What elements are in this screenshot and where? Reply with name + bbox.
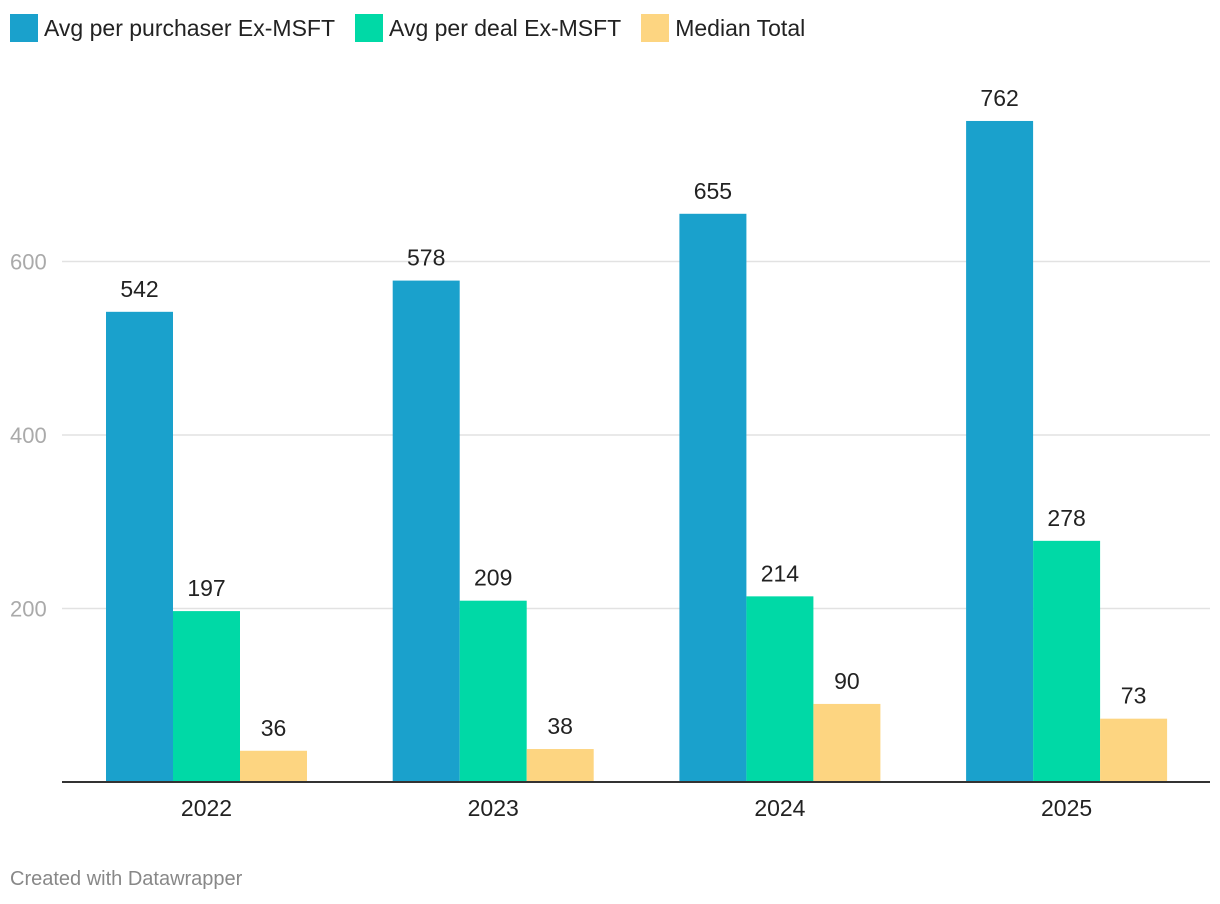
bar-2023-series-2 bbox=[526, 749, 594, 782]
footer-credit: Created with Datawrapper bbox=[10, 868, 243, 890]
bar-2024-series-0 bbox=[679, 213, 747, 783]
value-label-2025-series-0: 762 bbox=[980, 85, 1018, 111]
value-label-2022-series-2: 36 bbox=[261, 715, 287, 741]
bar-2022-series-2 bbox=[240, 750, 307, 782]
x-tick-label-2024: 2024 bbox=[754, 795, 805, 821]
legend-item-deal: Avg per deal Ex-MSFT bbox=[355, 14, 621, 42]
y-tick-label-200: 200 bbox=[10, 597, 47, 622]
value-label-2025-series-2: 73 bbox=[1121, 683, 1147, 709]
legend-item-purchaser: Avg per purchaser Ex-MSFT bbox=[10, 14, 335, 42]
bar-2025-series-1 bbox=[1033, 540, 1101, 782]
x-tick-label-2022: 2022 bbox=[181, 795, 232, 821]
bar-2022-series-0 bbox=[106, 311, 173, 782]
x-tick-label-2023: 2023 bbox=[468, 795, 519, 821]
legend-label-deal: Avg per deal Ex-MSFT bbox=[389, 14, 622, 41]
value-label-2025-series-1: 278 bbox=[1047, 505, 1085, 531]
bar-2023-series-0 bbox=[392, 280, 460, 782]
value-label-2022-series-1: 197 bbox=[187, 575, 225, 601]
x-tick-label-2025: 2025 bbox=[1041, 795, 1092, 821]
bar-2025-series-0 bbox=[966, 120, 1034, 783]
bar-2025-series-2 bbox=[1100, 718, 1168, 782]
legend-label-purchaser: Avg per purchaser Ex-MSFT bbox=[44, 14, 336, 41]
value-label-2023-series-0: 578 bbox=[407, 245, 445, 271]
value-label-2024-series-2: 90 bbox=[834, 668, 860, 694]
bar-2024-series-1 bbox=[746, 596, 814, 782]
y-tick-label-400: 400 bbox=[10, 423, 47, 448]
value-label-2024-series-1: 214 bbox=[761, 560, 800, 586]
legend-swatch-purchaser bbox=[10, 14, 38, 42]
value-label-2024-series-0: 655 bbox=[694, 178, 732, 204]
legend-swatch-deal bbox=[355, 14, 384, 42]
bar-chart: 200 400 600 542 197 36 2022 578 209 38 2023 655 214 9… bbox=[10, 85, 1210, 821]
bar-2023-series-1 bbox=[459, 600, 527, 782]
y-tick-label-600: 600 bbox=[10, 250, 47, 275]
legend-item-median: Median Total bbox=[641, 14, 805, 42]
value-label-2023-series-1: 209 bbox=[474, 565, 512, 591]
value-label-2023-series-2: 38 bbox=[547, 713, 573, 739]
bar-2022-series-1 bbox=[173, 611, 240, 782]
legend-label-median: Median Total bbox=[675, 14, 806, 41]
bar-2024-series-2 bbox=[813, 703, 881, 782]
value-label-2022-series-0: 542 bbox=[120, 276, 158, 302]
chart-legend: Avg per purchaser Ex-MSFT Avg per deal E… bbox=[10, 12, 825, 44]
legend-swatch-median bbox=[641, 14, 670, 42]
